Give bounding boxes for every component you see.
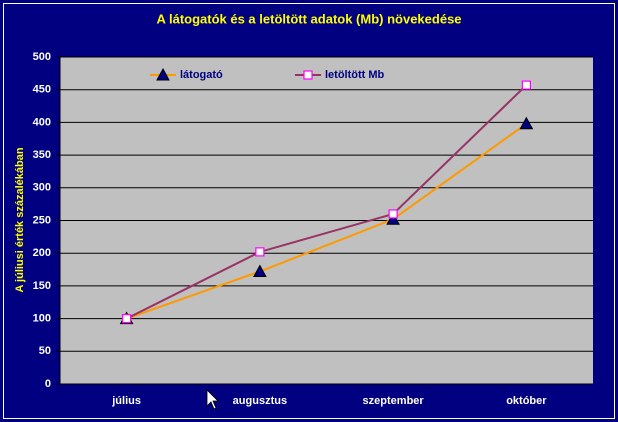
marker xyxy=(253,264,267,278)
legend-marker xyxy=(156,67,170,81)
y-tick-label: 350 xyxy=(33,149,51,161)
marker xyxy=(521,80,531,90)
marker xyxy=(388,209,398,219)
y-axis-label: A júliusi érték százalékában xyxy=(14,147,26,292)
legend-marker xyxy=(303,70,313,80)
series-line xyxy=(126,122,527,320)
chart-border xyxy=(3,3,615,419)
y-tick-label: 0 xyxy=(45,378,51,390)
series-line xyxy=(126,84,528,320)
legend-label: letöltött Mb xyxy=(325,69,385,81)
y-tick-label: 150 xyxy=(33,280,51,292)
y-tick-label: 200 xyxy=(33,247,51,259)
marker xyxy=(386,212,400,225)
marker xyxy=(519,116,534,130)
mouse-cursor xyxy=(206,389,219,410)
chart-title: A látogatók és a letöltött adatok (Mb) n… xyxy=(156,11,461,26)
x-tick-label: október xyxy=(506,395,547,407)
marker xyxy=(255,247,265,257)
y-tick-label: 450 xyxy=(33,84,51,96)
y-tick-label: 100 xyxy=(33,313,51,325)
x-tick-label: augusztus xyxy=(233,395,287,407)
y-tick-label: 500 xyxy=(33,51,51,63)
x-tick-label: szeptember xyxy=(363,395,425,407)
y-tick-label: 50 xyxy=(39,345,51,357)
y-tick-label: 300 xyxy=(33,182,51,194)
y-tick-label: 250 xyxy=(33,214,51,226)
x-tick-label: július xyxy=(111,395,141,407)
y-tick-label: 400 xyxy=(33,116,51,128)
legend-label: látogató xyxy=(180,69,223,81)
marker xyxy=(122,314,132,324)
